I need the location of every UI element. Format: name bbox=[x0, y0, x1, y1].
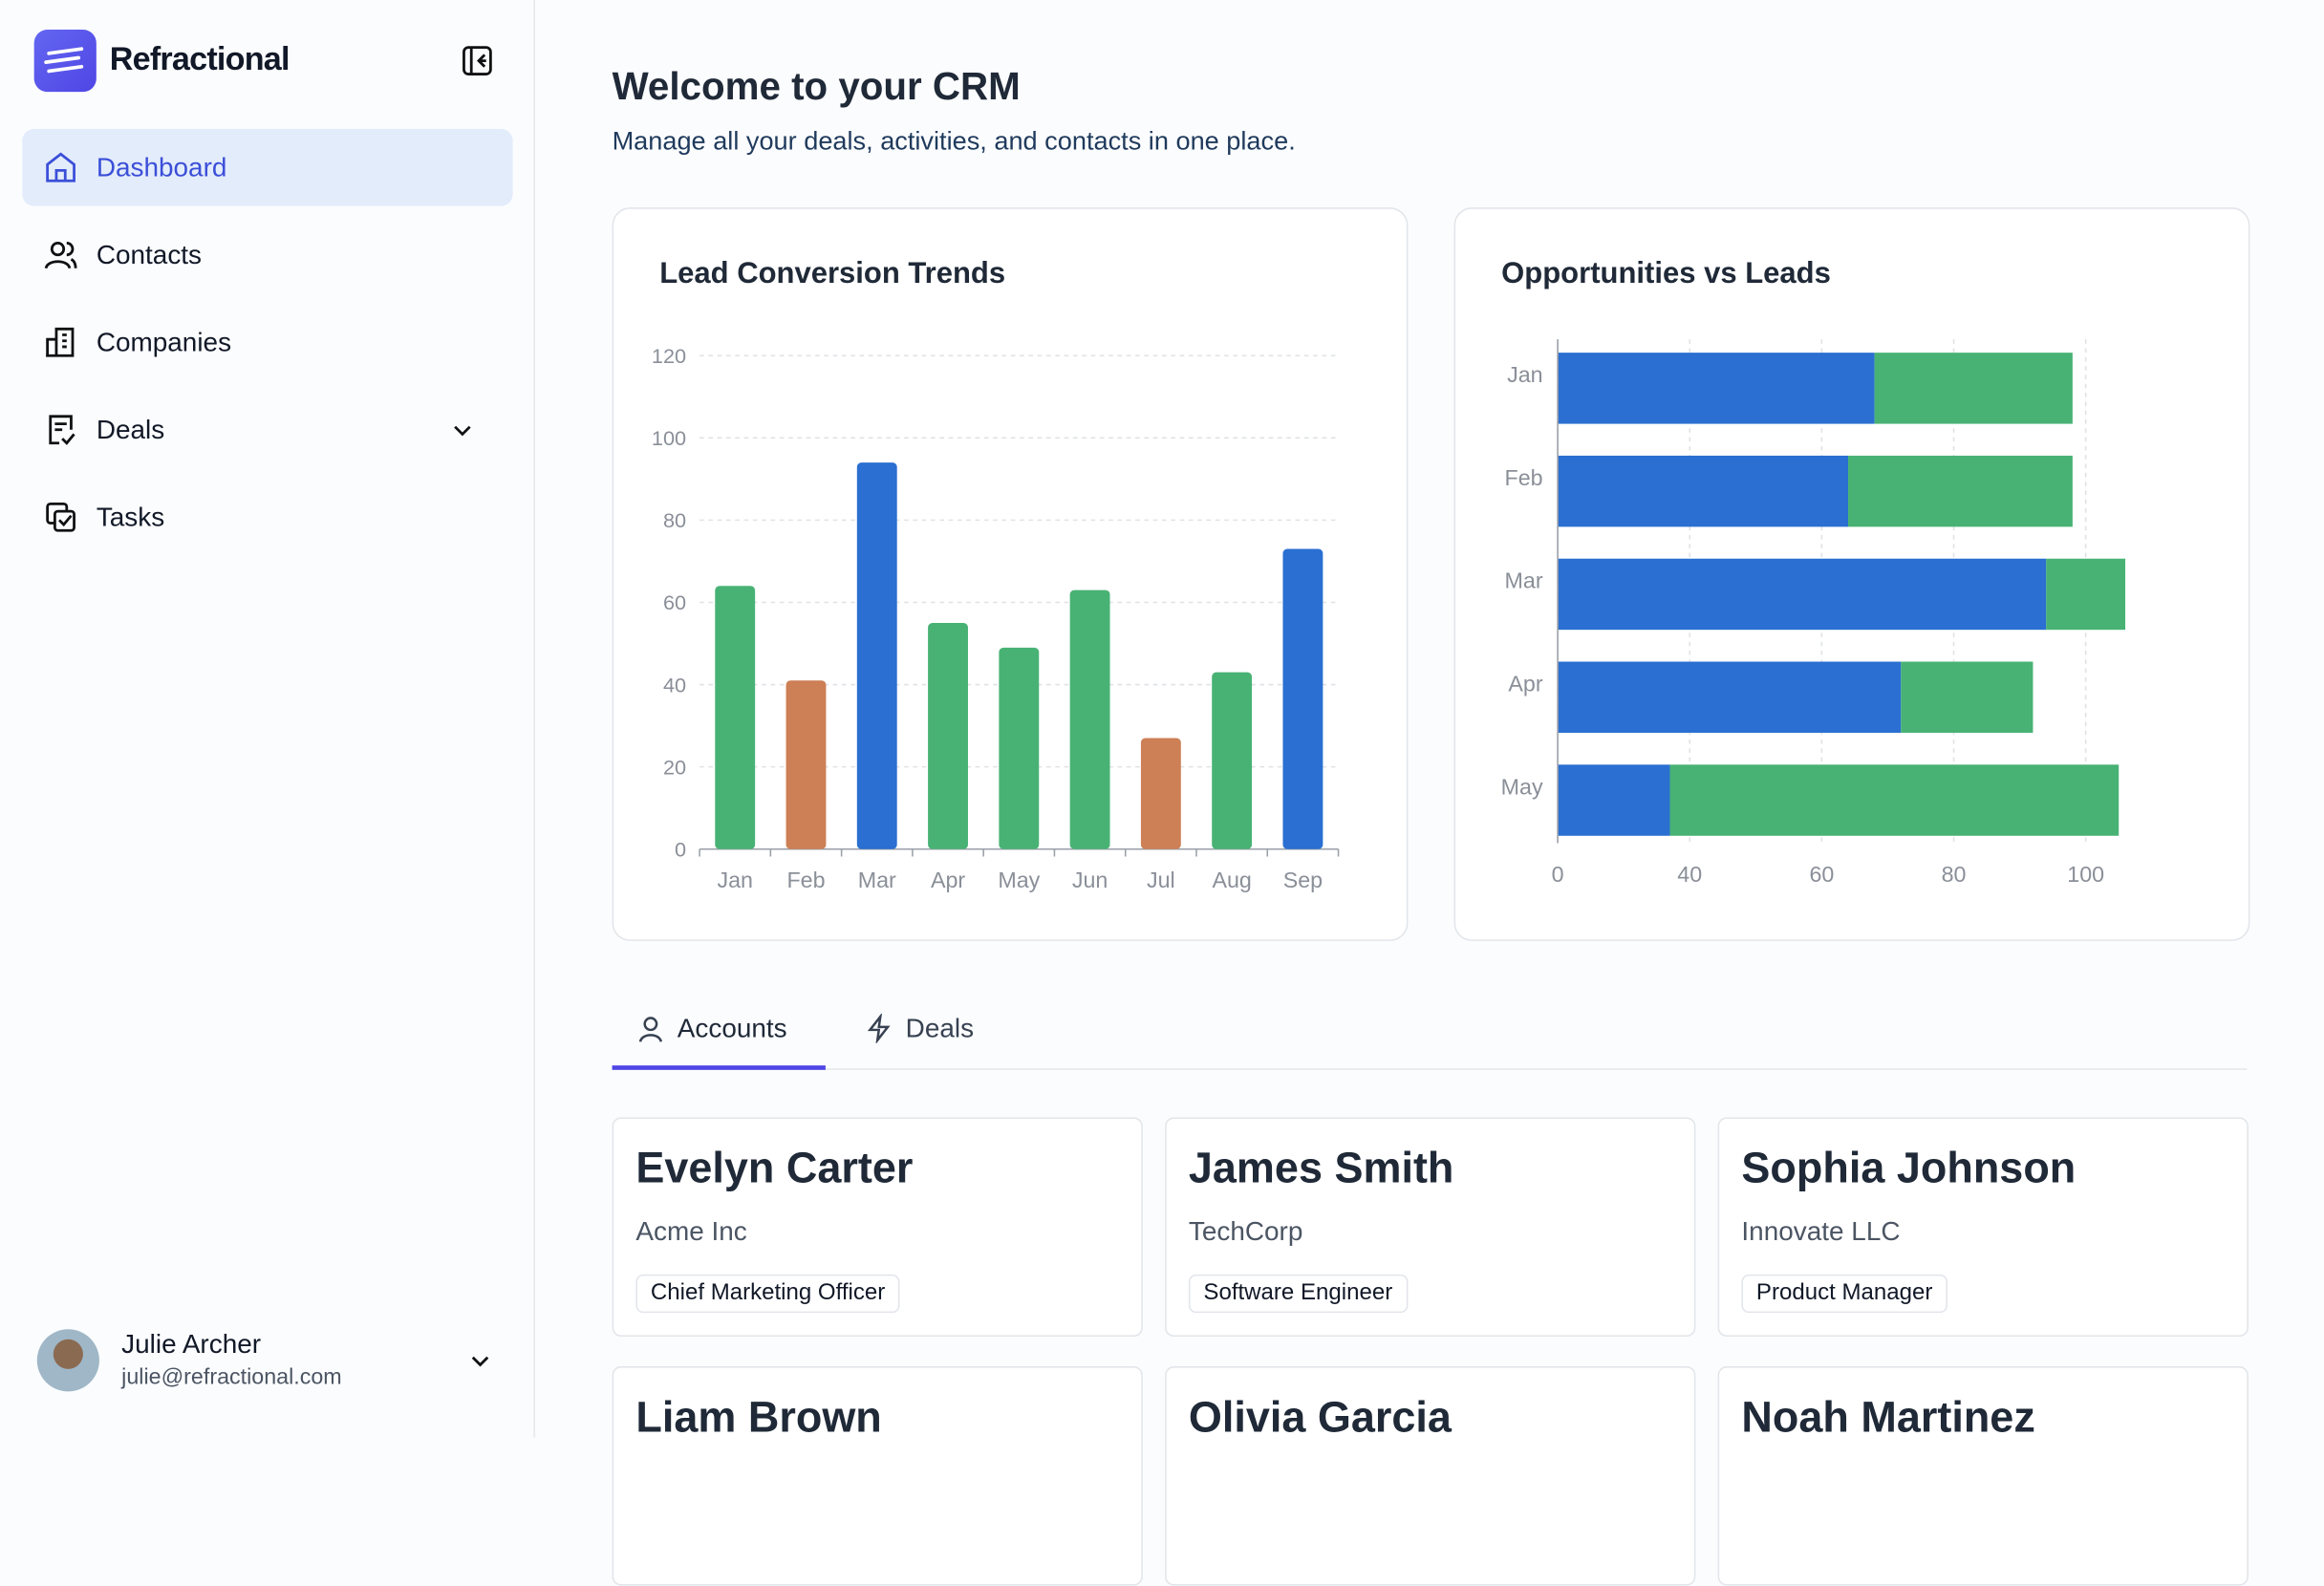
account-name: Evelyn Carter bbox=[635, 1145, 914, 1193]
active-tab-indicator bbox=[612, 1065, 826, 1070]
nav-item[interactable]: Deals bbox=[22, 391, 512, 468]
x-tick-label: 60 bbox=[1809, 862, 1834, 887]
page-title: Welcome to your CRM bbox=[612, 63, 1021, 109]
bar bbox=[785, 680, 827, 849]
account-company: Innovate LLC bbox=[1741, 1216, 1901, 1247]
y-tick-label: 100 bbox=[652, 426, 686, 450]
user-menu[interactable] bbox=[468, 1348, 492, 1372]
account-role: Software Engineer bbox=[1188, 1274, 1408, 1314]
y-tick-label: Mar bbox=[1505, 568, 1543, 593]
page-subtitle: Manage all your deals, activities, and c… bbox=[612, 125, 1296, 156]
x-tick-label: Feb bbox=[786, 868, 825, 892]
y-tick-label: 0 bbox=[675, 837, 686, 861]
nav-label: Tasks bbox=[96, 502, 165, 532]
x-tick-label: 40 bbox=[1677, 862, 1702, 887]
account-name: Liam Brown bbox=[635, 1394, 882, 1443]
bar bbox=[1140, 738, 1181, 849]
chart-card: Opportunities vs Leads 0 40 60 80 100 Jan Feb Ma… bbox=[1453, 207, 2250, 941]
bars bbox=[1558, 353, 2126, 836]
tab[interactable]: Deals bbox=[864, 1008, 974, 1049]
x-tick-label: Apr bbox=[931, 868, 965, 892]
x-tick-label: 0 bbox=[1552, 862, 1564, 887]
brand: Refractional bbox=[109, 39, 290, 77]
nav-label: Companies bbox=[96, 326, 232, 357]
user-name: Julie Archer bbox=[121, 1329, 262, 1360]
x-tick-label: May bbox=[998, 868, 1040, 892]
chart: Lead Conversion Trends 0 20 40 60 80 100 120 Jan… bbox=[652, 256, 1340, 892]
nav-item[interactable]: Dashboard bbox=[22, 128, 513, 206]
logo bbox=[33, 30, 97, 93]
account-card[interactable]: James Smith TechCorp Software Engineer bbox=[1165, 1117, 1696, 1338]
y-tick-label: 40 bbox=[663, 673, 686, 697]
nav-label: Deals bbox=[96, 414, 165, 444]
chart-card: Lead Conversion Trends 0 20 40 60 80 100 120 Jan… bbox=[612, 207, 1409, 941]
x-tick-label: Jun bbox=[1072, 868, 1108, 892]
tab[interactable]: Accounts bbox=[635, 1008, 787, 1049]
chart: Opportunities vs Leads 0 40 60 80 100 Jan Feb Ma… bbox=[1501, 256, 2126, 887]
bar bbox=[715, 586, 756, 849]
x-tick-label: Jan bbox=[717, 868, 753, 892]
tab-label: Accounts bbox=[677, 1013, 787, 1043]
account-name: Olivia Garcia bbox=[1188, 1394, 1452, 1443]
bar-segment bbox=[1558, 455, 1849, 527]
avatar[interactable] bbox=[36, 1329, 99, 1392]
x-tick-label: Mar bbox=[858, 868, 896, 892]
y-tick-label: Feb bbox=[1505, 465, 1543, 490]
y-tick-label: Jan bbox=[1507, 362, 1543, 387]
account-role: Product Manager bbox=[1741, 1274, 1947, 1314]
collapse-button[interactable] bbox=[461, 45, 493, 77]
x-tick-label: 80 bbox=[1942, 862, 1967, 887]
user-email: julie@refractional.com bbox=[121, 1364, 342, 1390]
y-tick-label: 60 bbox=[663, 590, 686, 614]
nav-item[interactable]: Companies bbox=[22, 304, 512, 381]
account-card[interactable]: Olivia Garcia bbox=[1165, 1366, 1696, 1586]
bar bbox=[1282, 548, 1323, 849]
x-tick-label: Jul bbox=[1147, 868, 1175, 892]
x-tick-label: Sep bbox=[1283, 868, 1323, 892]
bar bbox=[928, 623, 968, 849]
y-tick-label: 20 bbox=[663, 755, 686, 779]
bar bbox=[1069, 589, 1110, 849]
bar-segment bbox=[1669, 764, 2120, 836]
account-card[interactable]: Sophia Johnson Innovate LLC Product Manage… bbox=[1717, 1117, 2249, 1338]
account-role: Chief Marketing Officer bbox=[635, 1274, 900, 1314]
bar-segment bbox=[1558, 353, 1875, 424]
bar-segment bbox=[1848, 455, 2073, 527]
bar-segment bbox=[1558, 764, 1670, 836]
chart-title: Lead Conversion Trends bbox=[659, 256, 1005, 289]
y-tick-label: 120 bbox=[652, 344, 686, 368]
y-tick-label: Apr bbox=[1508, 672, 1542, 697]
chart-title: Opportunities vs Leads bbox=[1501, 256, 1831, 289]
bar bbox=[856, 462, 897, 849]
x-tick-label: 100 bbox=[2067, 862, 2104, 887]
tab-label: Deals bbox=[905, 1013, 975, 1043]
account-card[interactable]: Noah Martinez bbox=[1717, 1366, 2249, 1586]
nav-label: Contacts bbox=[96, 239, 203, 269]
bar bbox=[999, 647, 1040, 849]
y-tick-label: May bbox=[1501, 774, 1543, 799]
x-tick-label: Aug bbox=[1212, 868, 1251, 892]
account-name: Noah Martinez bbox=[1741, 1394, 2035, 1443]
account-company: Acme Inc bbox=[635, 1216, 747, 1247]
tab-divider bbox=[612, 1068, 2248, 1070]
bar-segment bbox=[1874, 353, 2073, 424]
nav-item[interactable]: Contacts bbox=[22, 216, 512, 293]
bar-segment bbox=[1558, 661, 1902, 733]
account-card[interactable]: Evelyn Carter Acme Inc Chief Marketing Off… bbox=[612, 1117, 1143, 1338]
y-tick-label: 80 bbox=[663, 508, 686, 532]
nav-item[interactable]: Tasks bbox=[22, 479, 512, 556]
account-name: James Smith bbox=[1188, 1145, 1454, 1193]
bar-segment bbox=[1558, 558, 2047, 631]
account-name: Sophia Johnson bbox=[1741, 1145, 2077, 1193]
app: Refractional Dashboard Contacts Companie… bbox=[0, 0, 2250, 1586]
account-company: TechCorp bbox=[1188, 1216, 1303, 1247]
account-card[interactable]: Liam Brown bbox=[612, 1366, 1143, 1586]
bar-segment bbox=[2046, 558, 2126, 631]
nav-label: Dashboard bbox=[96, 151, 227, 182]
bar bbox=[1212, 672, 1253, 849]
bar-segment bbox=[1901, 661, 2034, 733]
sidebar: Refractional Dashboard Contacts Companie… bbox=[0, 0, 535, 1438]
